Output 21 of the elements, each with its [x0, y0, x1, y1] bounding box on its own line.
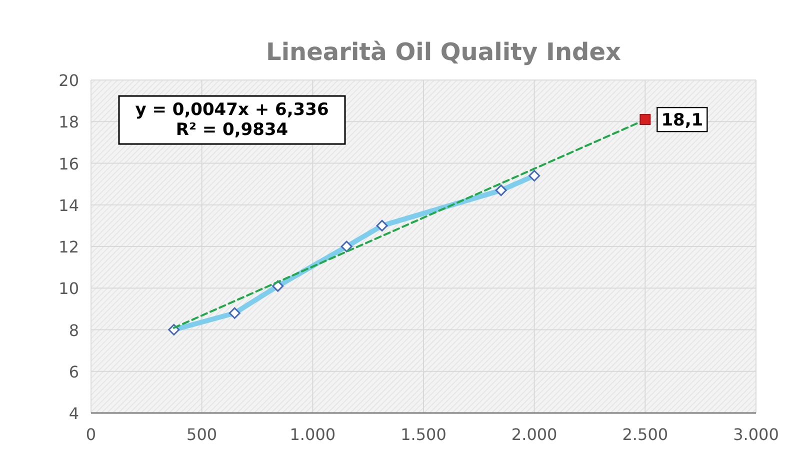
x-tick-label: 2.000	[511, 425, 558, 444]
x-tick-label: 2.500	[622, 425, 668, 444]
x-tick-label: 1.500	[400, 425, 446, 444]
y-tick-label: 14	[58, 196, 79, 215]
data-label: 18,1	[661, 110, 704, 131]
x-tick-label: 3.000	[733, 425, 779, 444]
y-tick-label: 18	[58, 112, 79, 132]
y-tick-label: 16	[58, 154, 79, 174]
annotation: R² = 0,9834	[176, 120, 288, 140]
y-tick-label: 20	[58, 71, 79, 90]
x-tick-label: 500	[186, 425, 218, 444]
point	[640, 114, 651, 126]
x-tick-label: 0	[86, 425, 96, 444]
x-tick-label: 1.000	[290, 425, 336, 444]
y-tick-label: 8	[68, 320, 79, 340]
y-tick-label: 10	[58, 279, 79, 298]
y-tick-label: 6	[68, 362, 79, 382]
chart-title: Linearità Oil Quality Index	[266, 38, 622, 66]
annotation: y = 0,0047x + 6,336	[135, 100, 329, 120]
y-tick-label: 12	[58, 238, 79, 256]
y-tick-label: 4	[68, 404, 79, 423]
